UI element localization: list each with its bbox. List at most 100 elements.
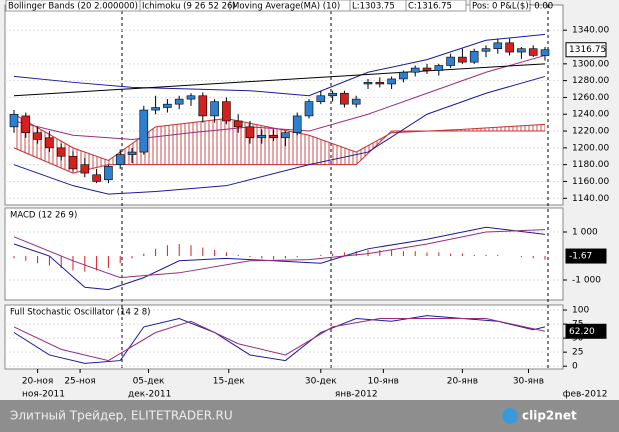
header-text: Ichimoku (9 26 52 26) (142, 2, 236, 12)
header-box (405, 0, 467, 12)
plot: Bollinger Bands (20 2.000000) Ichimoku (9… (5, 0, 609, 400)
candle-body (186, 95, 196, 100)
header-text: L:1303.75 (352, 2, 395, 12)
candle-body (410, 67, 420, 73)
month-label: дек-2011 (128, 390, 171, 400)
y-tick-label: 1220.00 (572, 127, 609, 137)
candle-body (517, 48, 526, 53)
y-tick-label: 1200.00 (572, 143, 609, 153)
y-tick-label: 1160.00 (572, 177, 609, 187)
candle-body (292, 115, 302, 134)
candle-body (469, 50, 479, 63)
indicator-line (13, 63, 546, 97)
candle-body (505, 42, 514, 53)
x-tick-label: 20-ноя (22, 377, 54, 387)
candle-body (104, 166, 113, 181)
last-value-label: 1316.75 (569, 45, 606, 55)
indicator-line (13, 54, 546, 140)
candle-body (210, 101, 219, 117)
candle-body (458, 56, 467, 63)
candle-body (281, 132, 290, 139)
cloud-edge (13, 130, 545, 174)
candle-body (375, 82, 385, 85)
indicator-line (13, 75, 546, 195)
candle-body (422, 67, 432, 71)
candle-body (151, 107, 160, 111)
indicator-line (13, 226, 546, 291)
x-tick-label: 25-ноя (64, 377, 96, 387)
logo-text: clip2net (522, 409, 577, 423)
candle-body (245, 126, 255, 139)
last-value-box (565, 42, 607, 58)
candle-body (80, 164, 90, 174)
y-tick-label: 1280.00 (572, 76, 609, 86)
candle-body (446, 56, 455, 66)
footer-source: Элитный Трейдер, ELITETRADER.RU (10, 409, 233, 423)
y-tick-label: 25 (572, 348, 583, 358)
period-separators (121, 5, 549, 369)
x-tick-label: 20-янв (447, 377, 478, 387)
last-value-box (565, 323, 607, 339)
ichimoku-cloud (14, 114, 545, 174)
indicator-line (13, 33, 546, 97)
y-tick-label: 1180.00 (572, 160, 609, 170)
candle-body (304, 101, 314, 117)
month-label: янв-2012 (335, 390, 378, 400)
x-tick-label: 30-дек (305, 377, 337, 387)
month-label: ноя-2011 (22, 390, 65, 400)
candle-body (399, 71, 408, 80)
header-text: Pos: 0 P&L($): 0.00 (472, 2, 553, 12)
y-tick-label: 0 (572, 362, 578, 372)
y-tick-label: 100 (572, 306, 589, 316)
candle-body (33, 132, 42, 140)
candle-body (257, 134, 267, 139)
last-value-label: 62.20 (569, 327, 595, 337)
y-tick-label: 1140.00 (572, 194, 609, 204)
candle-body (493, 42, 503, 49)
macd-panel (4, 207, 564, 301)
candle-body (328, 92, 337, 97)
logo-icon (502, 408, 518, 424)
y-tick-label: 1300.00 (572, 59, 609, 69)
indicator-line (13, 317, 546, 362)
header-text: Bollinger Bands (20 2.000000) (8, 2, 138, 12)
candle-body (174, 98, 184, 105)
candle-body (316, 95, 326, 102)
candle-body (387, 78, 396, 85)
y-tick-label: 1 000 (572, 228, 598, 238)
x-tick-label: 30-янв (513, 377, 544, 387)
candle-body (9, 113, 19, 128)
candle-body (528, 48, 538, 56)
candle-body (222, 101, 231, 122)
header-text: Moving Average(MA) (10) (232, 2, 340, 12)
candle-body (139, 109, 149, 153)
x-tick-label: 05-дек (133, 377, 165, 387)
y-tick-label: 1340.00 (572, 26, 609, 36)
y-tick-label: 1240.00 (572, 110, 609, 120)
panel-title: MACD (12 26 9) (10, 211, 77, 221)
candle-body (68, 155, 78, 170)
candle-body (269, 134, 278, 139)
candle-body (481, 48, 491, 52)
candle-body (540, 49, 550, 56)
candle-body (92, 174, 101, 182)
header-text: C:1316.75 (408, 2, 452, 12)
indicator-line (13, 315, 546, 364)
candle-body (363, 82, 373, 85)
last-value-box (565, 248, 607, 264)
candle-body (56, 147, 66, 157)
indicator-line (13, 229, 546, 279)
candle-body (340, 92, 349, 105)
price-panel (4, 4, 564, 206)
candle-body (45, 137, 54, 149)
header-box (469, 0, 531, 12)
candle-body (233, 120, 243, 128)
panel-title: Full Stochastic Oscillator (14 2 8) (10, 308, 150, 318)
x-tick-label: 15-дек (213, 377, 245, 387)
candle-body (163, 103, 172, 108)
y-tick-label: -1 000 (572, 276, 601, 286)
y-tick-label: 1260.00 (572, 93, 609, 103)
candle-body (434, 65, 444, 71)
candle-body (127, 151, 137, 155)
